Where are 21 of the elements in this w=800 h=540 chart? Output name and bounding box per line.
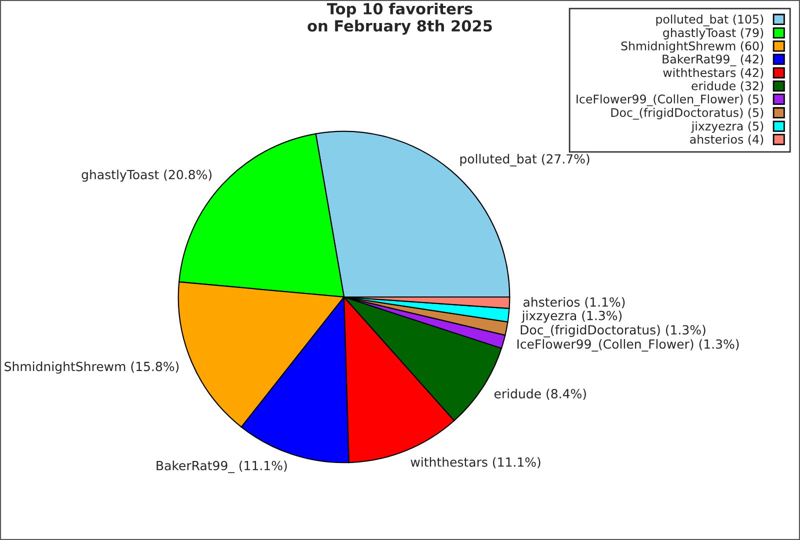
legend-label: ahsterios (4) [690, 134, 764, 146]
legend-label: withthestars (42) [663, 68, 764, 78]
data-label: ShmidnightShrewm (15.8%) [4, 362, 179, 374]
data-label: polluted_bat (27.7%) [460, 154, 590, 166]
legend-label: Doc_(frigidDoctoratus) (5) [611, 108, 764, 120]
data-label: ahsterios (1.1%) [524, 297, 625, 308]
legend-label: jixzyezra (5) [691, 121, 764, 133]
legend-label: eridude (32) [692, 81, 764, 92]
data-label: IceFlower99_(Collen_Flower) (1.3%) [517, 339, 739, 352]
data-label: BakerRat99_ (11.1%) [156, 460, 287, 474]
data-label: withthestars (11.1%) [410, 457, 540, 468]
legend-label: ghastlyToast (79) [663, 28, 764, 40]
data-label: ghastlyToast (20.8%) [82, 170, 212, 182]
legend-label: IceFlower99_(Collen_Flower) (5) [576, 94, 764, 106]
legend-label: polluted_bat (105) [656, 14, 764, 26]
legend-label: BakerRat99_ (42) [662, 54, 764, 66]
legend-label: ShmidnightShrewm (60) [621, 41, 764, 53]
data-label: eridude (8.4%) [494, 388, 586, 400]
data-label: jixzyezra (1.3%) [522, 310, 622, 323]
data-label: Doc_(frigidDoctoratus) (1.3%) [520, 324, 706, 338]
chart-title: Top 10 favoriters on February 8th 2025 [308, 2, 492, 35]
